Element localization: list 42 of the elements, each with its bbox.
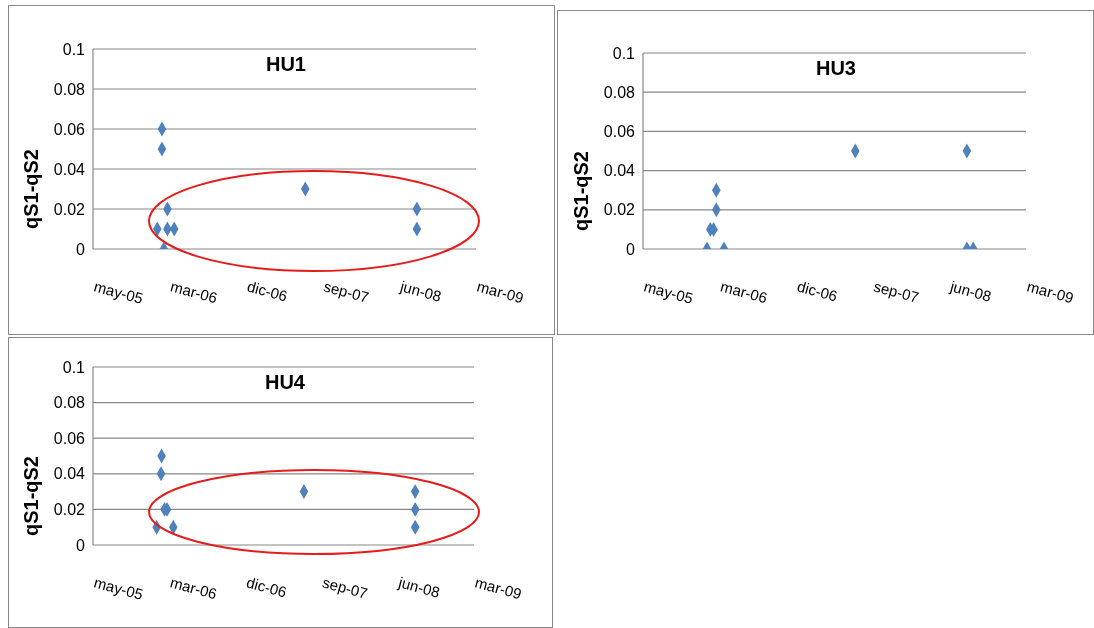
x-tick-label: mar-09 (475, 277, 526, 307)
chart-title: HU3 (815, 57, 857, 80)
x-tick-label: dic-06 (244, 573, 289, 601)
y-tick-label: 0.04 (53, 160, 86, 178)
chart-title: HU1 (265, 53, 307, 76)
y-tick-label: 0.04 (53, 465, 86, 483)
chart-title: HU4 (264, 371, 306, 394)
y-tick-label: 0.04 (603, 162, 636, 180)
y-tick-label: 0.1 (62, 40, 86, 58)
y-tick-label: 0.06 (53, 120, 86, 138)
y-tick-label: 0.1 (612, 44, 636, 62)
y-tick-label: 0 (626, 240, 636, 258)
x-tick-label: jun-08 (397, 277, 444, 305)
x-tick-label: mar-09 (1025, 277, 1076, 307)
y-tick-label: 0.06 (53, 429, 86, 447)
y-axis-title: qS1-qS2 (570, 151, 593, 232)
y-tick-label: 0.08 (53, 80, 86, 98)
x-tick-label: mar-09 (473, 573, 524, 603)
y-tick-label: 0.02 (53, 501, 86, 519)
x-tick-label: mar-06 (168, 277, 220, 307)
y-tick-label: 0.08 (53, 394, 86, 412)
x-tick-label: jun-08 (947, 277, 994, 305)
x-tick-label: mar-06 (168, 573, 219, 603)
x-tick-label: sep-07 (872, 277, 921, 306)
y-tick-label: 0.02 (53, 200, 86, 218)
x-tick-label: sep-07 (320, 573, 370, 602)
y-tick-label: 0 (76, 240, 86, 258)
y-axis-title: qS1-qS2 (20, 149, 43, 230)
x-tick-label: may-05 (642, 277, 695, 307)
x-tick-label: dic-06 (245, 277, 290, 305)
y-axis-title: qS1-qS2 (20, 456, 43, 537)
x-tick-label: dic-06 (795, 277, 840, 305)
y-tick-label: 0.02 (603, 201, 636, 219)
y-tick-label: 0 (76, 536, 86, 554)
x-tick-label: may-05 (92, 573, 145, 603)
y-tick-label: 0.08 (603, 83, 636, 101)
x-tick-label: sep-07 (322, 277, 371, 306)
y-tick-label: 0.06 (603, 123, 636, 141)
x-tick-label: jun-08 (396, 573, 442, 601)
x-tick-label: mar-06 (718, 277, 770, 307)
x-tick-label: may-05 (92, 277, 145, 307)
y-tick-label: 0.1 (62, 358, 86, 376)
